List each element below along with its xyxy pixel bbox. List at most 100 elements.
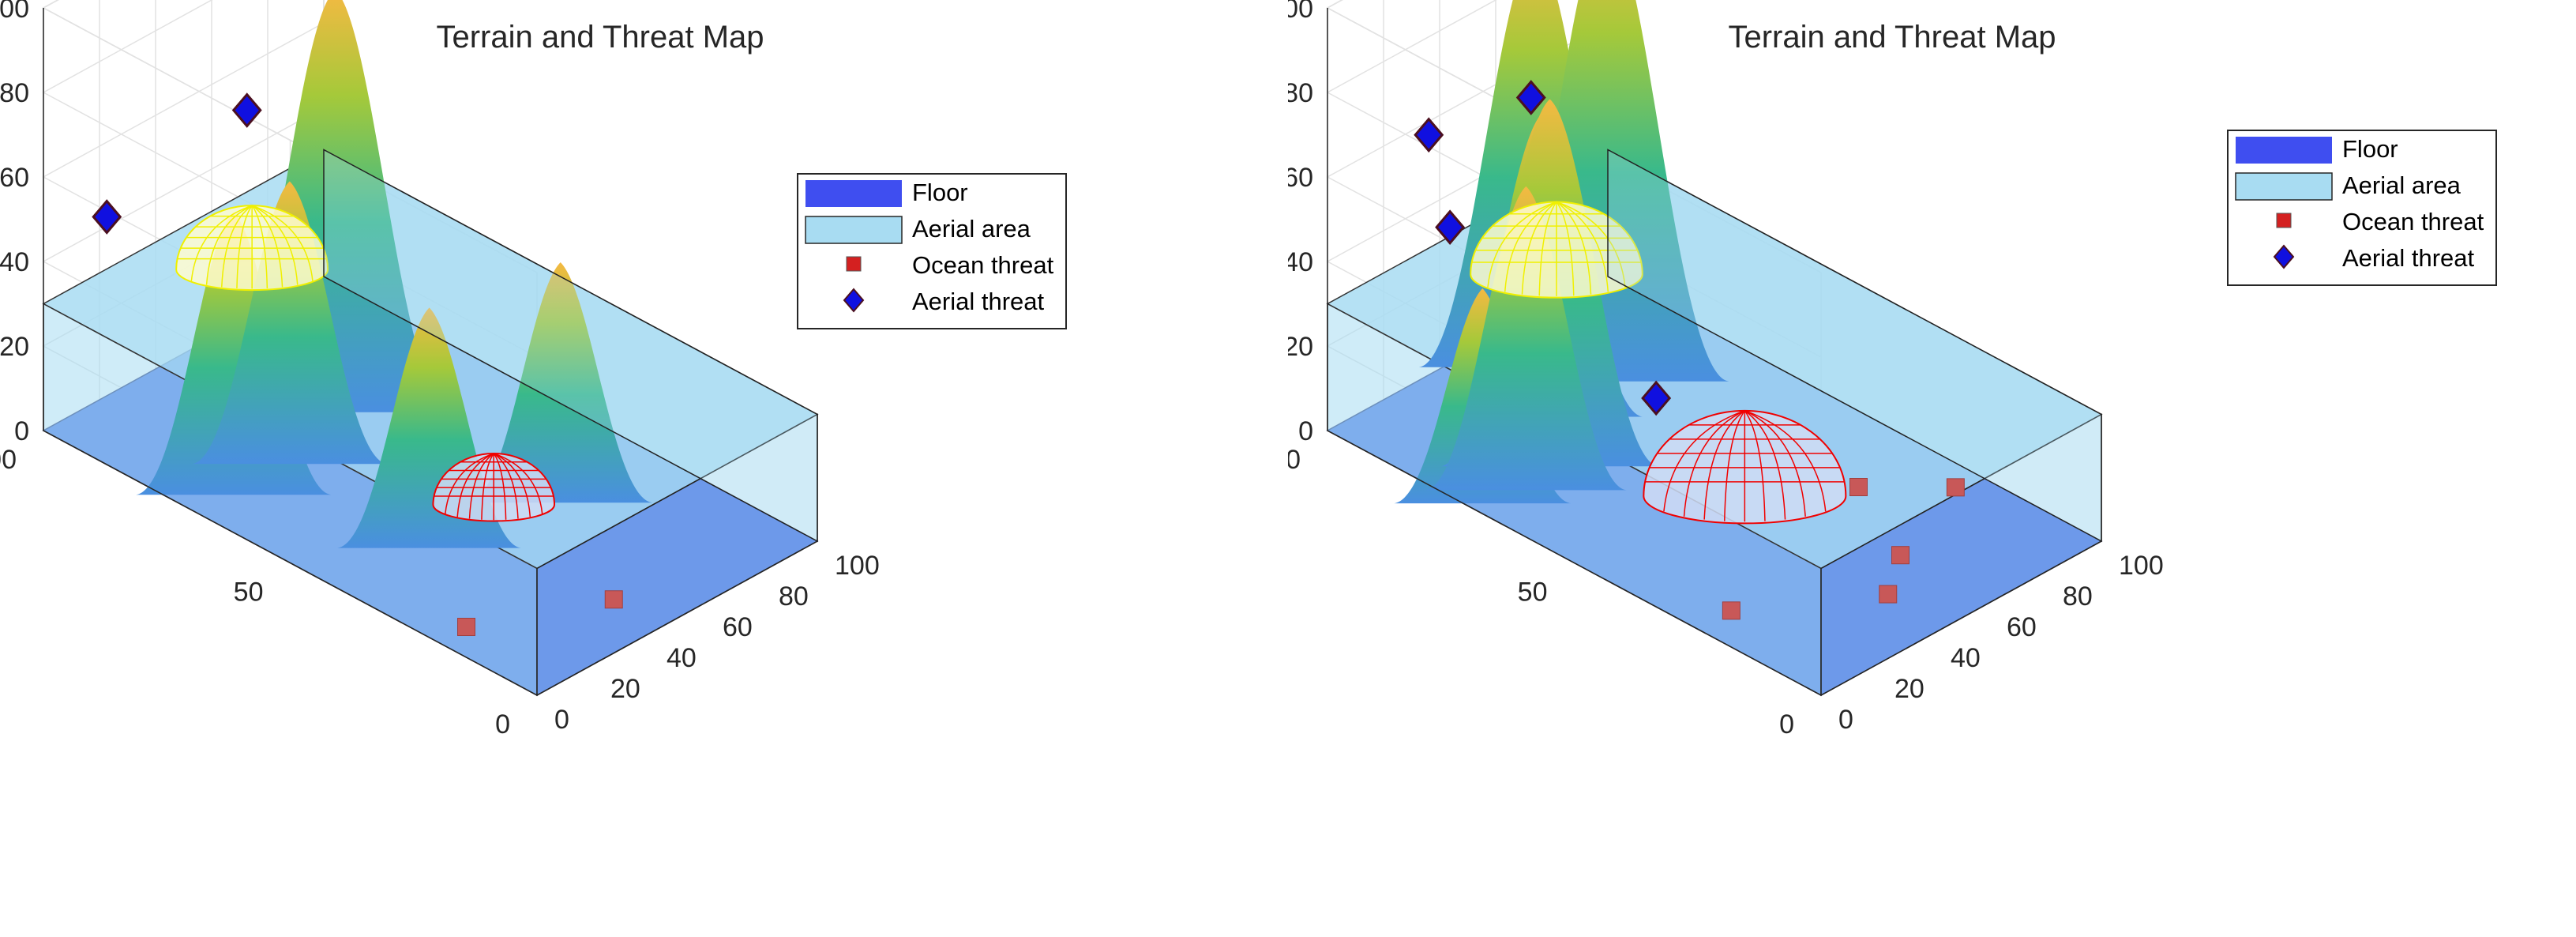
legend-label: Ocean threat	[2342, 208, 2484, 235]
sphere-meridian	[1683, 410, 1745, 517]
x-tick-label: 60	[723, 612, 753, 642]
x-tick-label: 80	[2063, 581, 2093, 611]
threat-sphere-yellow	[1470, 201, 1643, 299]
sphere-meridian	[221, 205, 253, 288]
sphere-meridian	[1744, 410, 1766, 521]
legend-label: Aerial threat	[2342, 244, 2475, 272]
legend-label: Aerial threat	[912, 288, 1045, 315]
x-tick-label: 40	[1951, 643, 1981, 673]
sphere-meridian	[1744, 410, 1806, 517]
sphere-meridian	[236, 205, 253, 288]
x-tick-label: 20	[610, 674, 640, 704]
sphere-meridian	[493, 453, 519, 519]
y-tick-label: 100	[0, 445, 17, 475]
legend-swatch-aerial-area	[805, 216, 903, 244]
chart-title: Terrain and Threat Map	[436, 20, 764, 55]
y-tick-label: 50	[234, 578, 264, 608]
sphere-meridian	[481, 453, 494, 520]
legend-label: Aerial area	[2342, 171, 2461, 199]
figure-right: 020406080100050100020406080100 Terrain a…	[1288, 0, 2576, 937]
sphere-meridian	[1744, 410, 1827, 512]
aerial-threat-marker	[231, 92, 262, 128]
y-axis-line	[43, 430, 538, 696]
legend-swatch-aerial-area	[2235, 172, 2333, 201]
legend-label: Ocean threat	[912, 251, 1054, 279]
y-tick-label: 50	[1518, 578, 1548, 608]
sphere-meridian	[1556, 201, 1575, 296]
terrain-peak	[1425, 186, 1627, 491]
z-tick-label: 100	[0, 0, 29, 24]
z-tick-label: 80	[0, 78, 29, 108]
sphere-meridian	[251, 205, 299, 285]
sphere-meridian	[445, 453, 494, 514]
y-axis-line	[1327, 430, 1822, 696]
x-axis-line	[1820, 540, 2102, 696]
threat-sphere-yellow	[175, 205, 329, 292]
sphere-meridian	[1556, 201, 1592, 295]
legend-label: Aerial area	[912, 215, 1031, 243]
ocean-threat-marker	[604, 590, 623, 609]
aerial-area-right-face	[1607, 149, 2102, 543]
sphere-meridian	[251, 205, 268, 288]
ocean-threat-marker	[457, 618, 475, 636]
x-tick-label: 80	[779, 581, 809, 611]
aerial-threat-marker	[1435, 209, 1466, 245]
legend-swatch-floor	[805, 180, 902, 207]
legend-swatch-aerial-threat	[2273, 244, 2295, 269]
x-tick-label: 100	[835, 551, 880, 581]
sphere-meridian	[251, 205, 314, 281]
legend-label: Floor	[912, 179, 968, 206]
y-tick-label: 0	[495, 709, 510, 739]
aerial-threat-marker	[1515, 80, 1546, 115]
legend: Floor Aerial area Ocean threat Aerial threa…	[797, 173, 1067, 329]
sphere-meridian	[1724, 410, 1745, 521]
z-tick-label: 20	[0, 332, 29, 362]
x-tick-label: 0	[554, 705, 569, 735]
sphere-meridian	[1556, 201, 1609, 292]
chart-left: 020406080100050100020406080100 Terrain a…	[0, 0, 1067, 739]
sphere-meridian	[1663, 410, 1745, 512]
terrain-peak	[192, 181, 388, 465]
x-tick-label: 0	[1838, 705, 1853, 735]
aerial-threat-marker	[1641, 380, 1672, 416]
sphere-meridian	[494, 453, 543, 514]
sphere-meridian	[1521, 201, 1557, 295]
sphere-meridian	[1487, 201, 1557, 288]
sphere-meridian	[1504, 201, 1557, 292]
z-tick-label: 80	[1288, 78, 1313, 108]
aerial-threat-marker	[92, 199, 122, 235]
ocean-threat-marker	[1891, 546, 1909, 565]
sphere-meridian	[1538, 201, 1557, 296]
sphere-meridian	[493, 453, 507, 520]
sphere-meridian	[1744, 410, 1786, 520]
z-tick-label: 0	[1298, 416, 1313, 446]
sphere-meridian	[1556, 201, 1626, 288]
threat-sphere-red	[432, 452, 556, 522]
z-tick-label: 40	[0, 247, 29, 277]
x-tick-label: 40	[667, 643, 697, 673]
ocean-threat-marker	[1849, 478, 1868, 496]
x-tick-label: 20	[1894, 674, 1924, 704]
z-tick-label: 100	[1288, 0, 1313, 24]
legend-swatch-floor	[2236, 137, 2332, 164]
sphere-meridian	[468, 453, 494, 519]
figure-left: 020406080100050100020406080100 Terrain a…	[0, 0, 1067, 739]
x-tick-label: 100	[2119, 551, 2164, 581]
x-axis-line	[536, 540, 818, 696]
y-tick-label: 100	[1288, 445, 1301, 475]
chart-title: Terrain and Threat Map	[1728, 20, 2056, 55]
threat-sphere-red	[1643, 409, 1847, 525]
aerial-threat-marker	[1414, 117, 1444, 153]
ocean-threat-marker	[1722, 601, 1740, 620]
y-tick-label: 0	[1779, 709, 1794, 739]
legend-swatch-ocean-threat	[2276, 213, 2292, 228]
sphere-meridian	[456, 453, 494, 517]
sphere-meridian	[1703, 410, 1745, 520]
z-tick-label: 60	[0, 163, 29, 193]
legend-swatch-ocean-threat	[846, 256, 862, 272]
z-tick-label: 0	[14, 416, 29, 446]
legend-label: Floor	[2342, 135, 2398, 163]
z-tick-label: 40	[1288, 247, 1313, 277]
sphere-meridian	[190, 205, 253, 281]
z-tick-label: 20	[1288, 332, 1313, 362]
